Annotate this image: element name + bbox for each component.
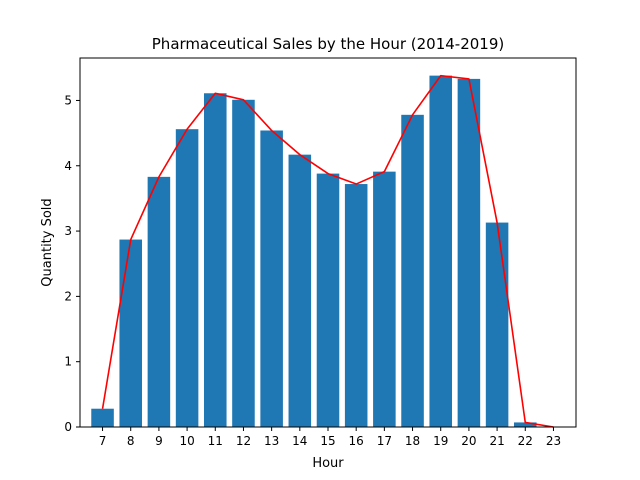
x-tick-label: 10 (179, 434, 194, 448)
x-tick-label: 22 (518, 434, 533, 448)
bar-hour-16 (344, 184, 368, 427)
x-tick-label: 16 (349, 434, 364, 448)
bar-hour-21 (485, 222, 509, 427)
x-tick-label: 15 (320, 434, 335, 448)
x-tick-label: 12 (236, 434, 251, 448)
y-axis-ticks: 0 1 2 3 4 5 (64, 93, 80, 434)
bar-series (91, 75, 537, 428)
y-tick-label: 5 (64, 93, 72, 107)
x-tick-label: 17 (377, 434, 392, 448)
x-axis-label: Hour (312, 456, 344, 471)
x-tick-label: 7 (99, 434, 107, 448)
x-tick-label: 18 (405, 434, 420, 448)
x-tick-label: 8 (127, 434, 135, 448)
bar-hour-22 (514, 422, 537, 427)
y-axis-label: Quantity Sold (40, 198, 55, 286)
bar-hour-17 (373, 171, 396, 427)
x-axis-ticks: 7 8 9 10 11 12 13 14 15 16 17 18 19 20 21 22 23 (99, 427, 561, 448)
chart-title: Pharmaceutical Sales by the Hour (2014-2… (152, 35, 504, 53)
y-tick-label: 1 (64, 355, 72, 369)
bar-hour-12 (232, 99, 255, 428)
x-tick-label: 23 (546, 434, 561, 448)
x-tick-label: 9 (155, 434, 163, 448)
x-tick-label: 13 (264, 434, 279, 448)
bar-hour-18 (401, 114, 424, 428)
trend-line (101, 74, 554, 428)
bar-hour-11 (204, 93, 227, 427)
bar-hour-19 (429, 75, 452, 427)
y-tick-label: 0 (64, 420, 72, 434)
bar-hour-15 (316, 173, 340, 427)
x-tick-label: 19 (433, 434, 448, 448)
bar-hour-7 (91, 408, 114, 427)
y-tick-label: 4 (64, 159, 72, 173)
y-tick-label: 3 (64, 224, 72, 238)
bar-hour-20 (457, 78, 481, 428)
y-tick-label: 2 (64, 289, 72, 303)
trend-line-series (101, 74, 554, 428)
bar-hour-14 (288, 154, 312, 428)
x-tick-label: 11 (208, 434, 223, 448)
x-tick-label: 14 (292, 434, 307, 448)
bar-hour-9 (147, 176, 171, 427)
x-tick-label: 20 (461, 434, 476, 448)
bar-hour-10 (175, 129, 199, 427)
bar-hour-8 (119, 239, 142, 427)
x-tick-label: 21 (489, 434, 504, 448)
bar-hour-13 (260, 130, 283, 427)
